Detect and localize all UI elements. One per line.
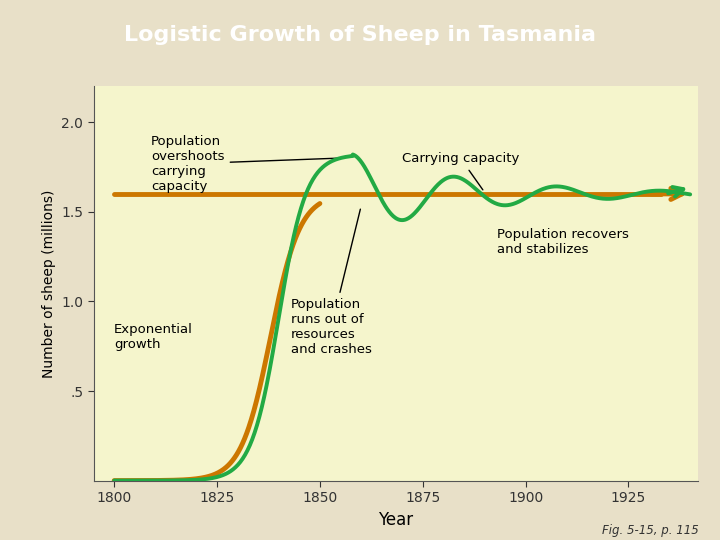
Text: Population
overshoots
carrying
capacity: Population overshoots carrying capacity [151, 135, 338, 193]
Text: Logistic Growth of Sheep in Tasmania: Logistic Growth of Sheep in Tasmania [124, 25, 596, 45]
Text: Exponential
growth: Exponential growth [114, 323, 193, 351]
X-axis label: Year: Year [379, 511, 413, 529]
Y-axis label: Number of sheep (millions): Number of sheep (millions) [42, 190, 55, 377]
Text: Carrying capacity: Carrying capacity [402, 152, 520, 190]
Text: Fig. 5-15, p. 115: Fig. 5-15, p. 115 [602, 524, 698, 537]
Text: Population recovers
and stabilizes: Population recovers and stabilizes [497, 228, 629, 256]
Text: Population
runs out of
resources
and crashes: Population runs out of resources and cra… [291, 209, 372, 356]
